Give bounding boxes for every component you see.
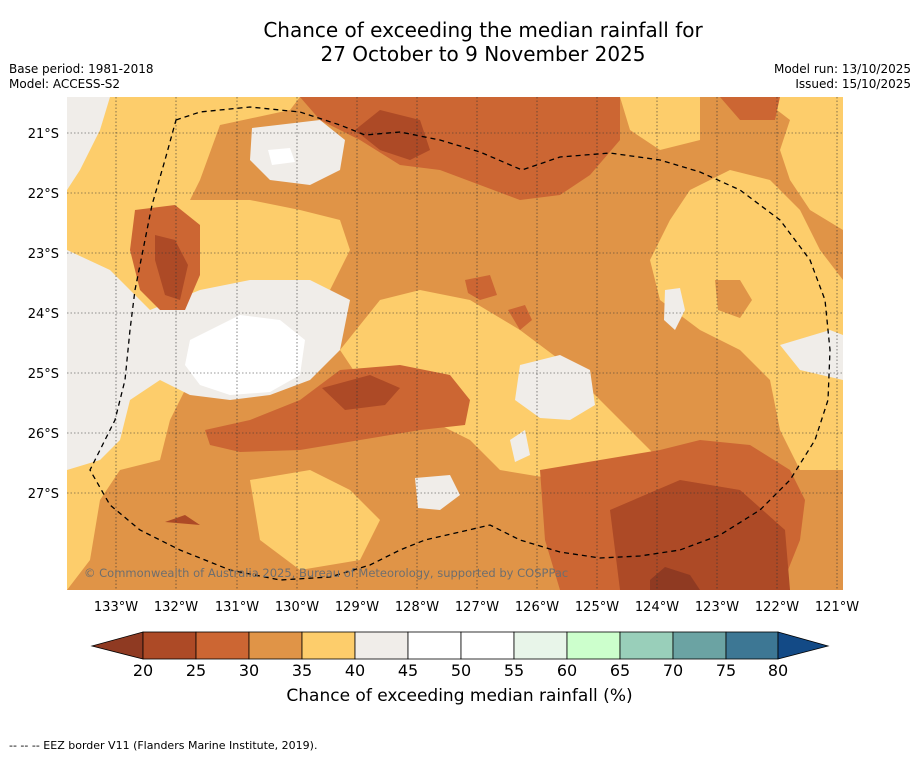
base-period-text: Base period: 1981-2018	[9, 62, 154, 76]
colorbar-tick: 80	[768, 661, 788, 680]
eez-footnote: -- -- -- EEZ border V11 (Flanders Marine…	[9, 739, 318, 752]
contour-20-25-north	[355, 110, 430, 160]
lat-label: 26°S	[28, 427, 59, 442]
lat-label: 24°S	[28, 307, 59, 322]
colorbar-bin	[725, 631, 779, 660]
colorbar-label: Chance of exceeding median rainfall (%)	[286, 686, 633, 706]
lon-label: 124°W	[635, 600, 679, 615]
meta-right: Model run: 13/10/2025 Issued: 15/10/2025	[774, 62, 911, 92]
contour-20-25-west	[155, 235, 188, 300]
lon-label: 125°W	[575, 600, 619, 615]
lat-label: 22°S	[28, 187, 59, 202]
colorbar-bin	[354, 631, 409, 660]
lon-label: 131°W	[215, 600, 259, 615]
colorbar-tick: 70	[663, 661, 683, 680]
lon-label: 123°W	[695, 600, 739, 615]
colorbar-bin	[672, 631, 727, 660]
contour-20-25-south-small	[165, 515, 200, 525]
colorbar-ticks: 20 25 30 35 40 45 50 55 60 65 70 75 80	[133, 661, 788, 680]
colorbar-tick: 45	[398, 661, 418, 680]
contour-40-45-tiny-blob	[510, 430, 530, 462]
colorbar-tick: 65	[610, 661, 630, 680]
contour-25-30-blob-1	[465, 275, 497, 300]
contour-40-45-north-blob	[250, 120, 345, 185]
contour-40-45-east-blob	[780, 330, 843, 380]
contour-25-30-center	[205, 365, 470, 452]
colorbar-tick: 25	[186, 661, 206, 680]
colorbar-tick: 50	[451, 661, 471, 680]
colorbar-extend-low	[90, 631, 144, 660]
contour-40-45-nw	[67, 97, 110, 190]
rainfall-contour-field	[67, 97, 843, 590]
graticule	[67, 97, 843, 590]
colorbar-bin	[407, 631, 462, 660]
colorbar: 20 25 30 35 40 45 50 55 60 65 70 75 80	[90, 631, 830, 680]
colorbar-bin	[513, 631, 568, 660]
eez-border	[89, 106, 831, 581]
lon-label: 130°W	[275, 600, 319, 615]
colorbar-extend-high	[777, 631, 830, 660]
lon-label: 121°W	[815, 600, 859, 615]
latitude-labels: 21°S 22°S 23°S 24°S 25°S 26°S 27°S	[28, 127, 59, 502]
contour-35-40-north	[620, 97, 700, 150]
contour-35-40-center	[340, 290, 660, 480]
map-title: Chance of exceeding the median rainfall …	[0, 18, 919, 66]
lat-label: 23°S	[28, 247, 59, 262]
colorbar-tick: 20	[133, 661, 153, 680]
contour-35-40-east	[650, 170, 843, 470]
colorbar-tick: 35	[292, 661, 312, 680]
meta-left: Base period: 1981-2018 Model: ACCESS-S2	[9, 62, 154, 92]
lat-label: 21°S	[28, 127, 59, 142]
lon-label: 127°W	[455, 600, 499, 615]
colorbar-bin	[619, 631, 674, 660]
contour-45-50-west	[185, 315, 305, 395]
contour-35-40-northeast	[760, 97, 843, 230]
colorbar-bin	[301, 631, 356, 660]
contour-30-35-east-blob	[715, 280, 752, 318]
lat-label: 25°S	[28, 367, 59, 382]
colorbar-bin	[142, 631, 197, 660]
longitude-labels: 133°W 132°W 131°W 130°W 129°W 128°W 127°…	[94, 600, 859, 615]
colorbar-bin	[460, 631, 515, 660]
contour-35-40-south	[250, 470, 380, 570]
lon-label: 126°W	[515, 600, 559, 615]
contour-20-25-center	[322, 375, 400, 410]
model-run-text: Model run: 13/10/2025	[773, 62, 911, 76]
lon-label: 133°W	[94, 600, 138, 615]
contour-45-50-north	[268, 148, 295, 165]
colorbar-tick: 75	[716, 661, 736, 680]
copyright-text: © Commonwealth of Australia 2025, Bureau…	[84, 566, 568, 580]
colorbar-tick: 40	[345, 661, 365, 680]
issued-text: Issued: 15/10/2025	[795, 77, 911, 91]
colorbar-bin	[195, 631, 250, 660]
title-line-1: Chance of exceeding the median rainfall …	[263, 18, 703, 42]
contour-40-45-center-blob	[515, 355, 595, 420]
model-text: Model: ACCESS-S2	[9, 77, 121, 91]
colorbar-bin	[566, 631, 621, 660]
lat-label: 27°S	[28, 487, 59, 502]
colorbar-bin	[248, 631, 303, 660]
contour-40-45-small-blob	[664, 288, 685, 330]
contour-25-30-north-small	[720, 97, 780, 120]
contour-40-45-south-blob	[415, 475, 460, 510]
contour-25-30-blob-2	[508, 305, 532, 330]
colorbar-tick: 60	[557, 661, 577, 680]
lon-label: 122°W	[755, 600, 799, 615]
contour-below-20	[650, 567, 700, 590]
contour-20-25-southeast	[610, 480, 790, 590]
lon-label: 132°W	[154, 600, 198, 615]
lon-label: 128°W	[395, 600, 439, 615]
title-line-2: 27 October to 9 November 2025	[320, 42, 646, 66]
colorbar-tick: 55	[504, 661, 524, 680]
lon-label: 129°W	[335, 600, 379, 615]
colorbar-tick: 30	[239, 661, 259, 680]
